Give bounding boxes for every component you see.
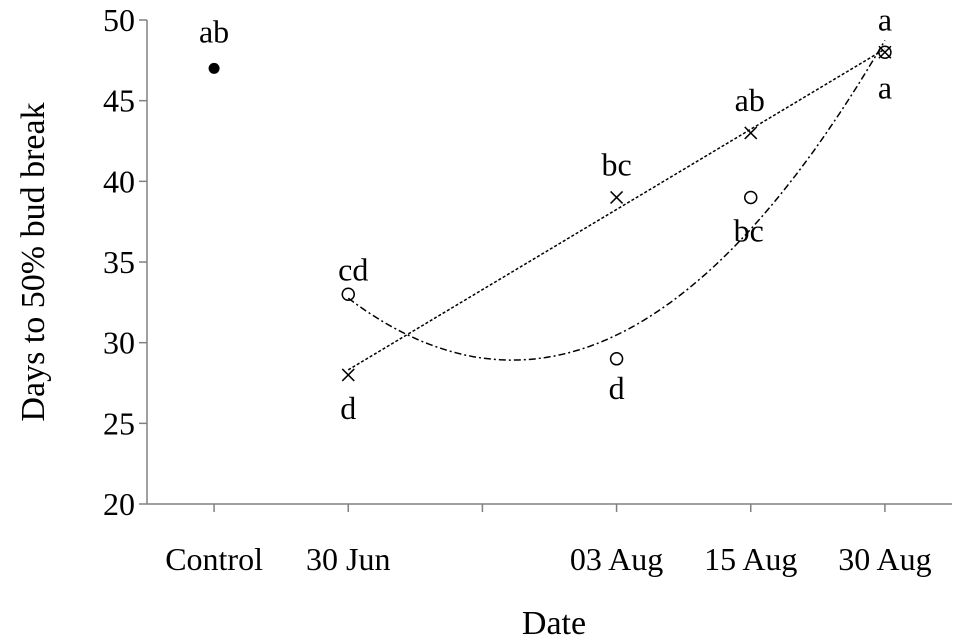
linear-trendline: [347, 48, 886, 371]
circle-letter: bc: [734, 212, 764, 248]
circle-letter: cd: [338, 251, 368, 287]
cross-letter: bc: [601, 146, 631, 182]
cross-marker: [341, 368, 355, 382]
y-tick-label: 45: [103, 83, 135, 119]
y-tick-label: 50: [103, 2, 135, 38]
x-axis-title: Date: [522, 605, 586, 642]
trendlines: [347, 40, 886, 371]
cross-marker: [744, 126, 758, 140]
x-tick-label: 15 Aug: [704, 541, 797, 577]
y-tick-label: 40: [103, 163, 135, 199]
circle-letter: d: [609, 370, 625, 406]
data-markers: [208, 45, 892, 382]
y-tick-label: 30: [103, 325, 135, 361]
y-axis-title: Days to 50% bud break: [15, 102, 52, 421]
cross-marker: [610, 190, 624, 204]
y-tick-label: 20: [103, 486, 135, 522]
cross-stroke: [744, 126, 758, 140]
open-circle-marker: [878, 45, 892, 60]
polynomial-trendline: [347, 40, 886, 361]
cross-stroke: [610, 190, 624, 204]
significance-letters: ab d bc ab a cd d bc a: [199, 1, 892, 426]
y-tick-label: 35: [103, 244, 135, 280]
x-tick-label: 30 Jun: [306, 541, 390, 577]
x-tick-label: 03 Aug: [570, 541, 663, 577]
open-circle-marker: [341, 287, 355, 302]
circle-letter: a: [878, 69, 892, 105]
open-circle-marker: [744, 190, 758, 205]
control-point: [208, 62, 220, 74]
cross-letter: a: [878, 1, 892, 37]
axes: 20 25 30 35 40 45 50 Control 30 Jun 03 Aug 15 Aug 3…: [103, 2, 952, 577]
x-tick-label: Control: [165, 541, 263, 577]
open-circle-marker: [609, 352, 624, 366]
cross-stroke: [341, 368, 355, 382]
x-tick-label: 30 Aug: [838, 541, 931, 577]
control-letter: ab: [199, 13, 229, 49]
cross-letter: ab: [735, 82, 765, 118]
cross-letter: d: [340, 390, 356, 426]
y-tick-label: 25: [103, 405, 135, 441]
